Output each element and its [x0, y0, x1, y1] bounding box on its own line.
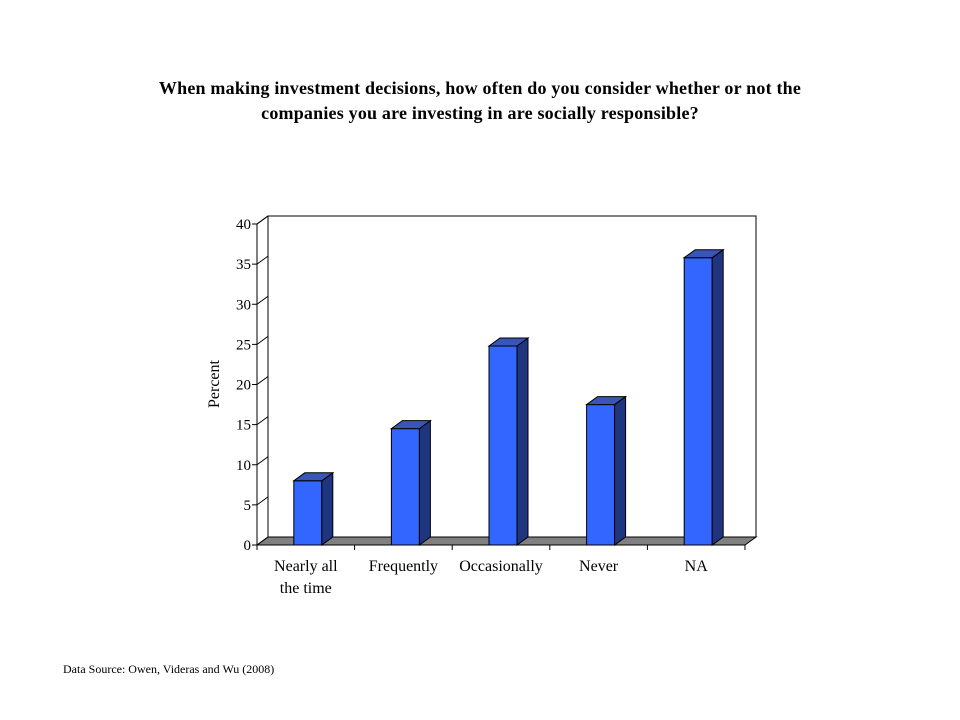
bar-side [516, 336, 529, 546]
x-tick-label: Occasionally [459, 558, 543, 575]
y-tick-depth [256, 376, 269, 385]
y-tick-depth [256, 456, 269, 466]
chart-title: When making investment decisions, how of… [80, 76, 880, 126]
x-tick-label: Nearly all [274, 558, 338, 575]
x-axis: Nearly all the time Frequently Occasionally… [256, 544, 746, 597]
bars [292, 248, 725, 546]
bar-side [418, 419, 431, 546]
bar [488, 345, 518, 546]
bar-top [682, 249, 725, 259]
bar-top [292, 472, 335, 482]
y-tick-depth [256, 335, 269, 345]
y-tick-label: 35 [236, 257, 251, 273]
bar [390, 428, 420, 546]
y-tick-depth [256, 536, 269, 546]
y-tick-label: 20 [236, 378, 251, 394]
chart-title-line-2: companies you are investing in are socia… [261, 103, 699, 123]
y-tick-label: 10 [236, 458, 251, 474]
y-tick-depth [256, 255, 269, 265]
y-tick-label: 5 [244, 498, 252, 514]
y-tick-depth [256, 215, 269, 225]
y-tick-label: 30 [236, 297, 251, 313]
source-note: Data Source: Owen, Videras and Wu (2008) [63, 662, 275, 676]
bar [586, 404, 616, 546]
y-tick-label: 40 [236, 217, 251, 233]
bar [293, 480, 323, 546]
x-tick-label: Never [579, 558, 619, 575]
bar-top [487, 337, 530, 347]
bar-side [614, 395, 627, 546]
y-tick-label: 15 [236, 418, 251, 434]
y-axis-label: Percent [206, 359, 223, 408]
y-axis: 0 5 10 15 20 25 30 35 40 [236, 215, 269, 554]
x-tick-label: NA [685, 558, 709, 575]
bar [683, 257, 713, 546]
y-tick-label: 0 [244, 538, 252, 554]
x-tick-label: Frequently [369, 558, 438, 575]
bar-top [389, 420, 432, 430]
y-tick-depth [256, 295, 269, 305]
chart-title-line-1: When making investment decisions, how of… [158, 78, 802, 98]
y-tick-depth [256, 416, 269, 426]
bar-side [711, 248, 724, 546]
y-tick-depth [256, 496, 269, 506]
bar-top [585, 396, 628, 406]
bar-side [321, 471, 334, 546]
x-tick-label: the time [280, 580, 332, 597]
y-tick-label: 25 [236, 337, 251, 353]
